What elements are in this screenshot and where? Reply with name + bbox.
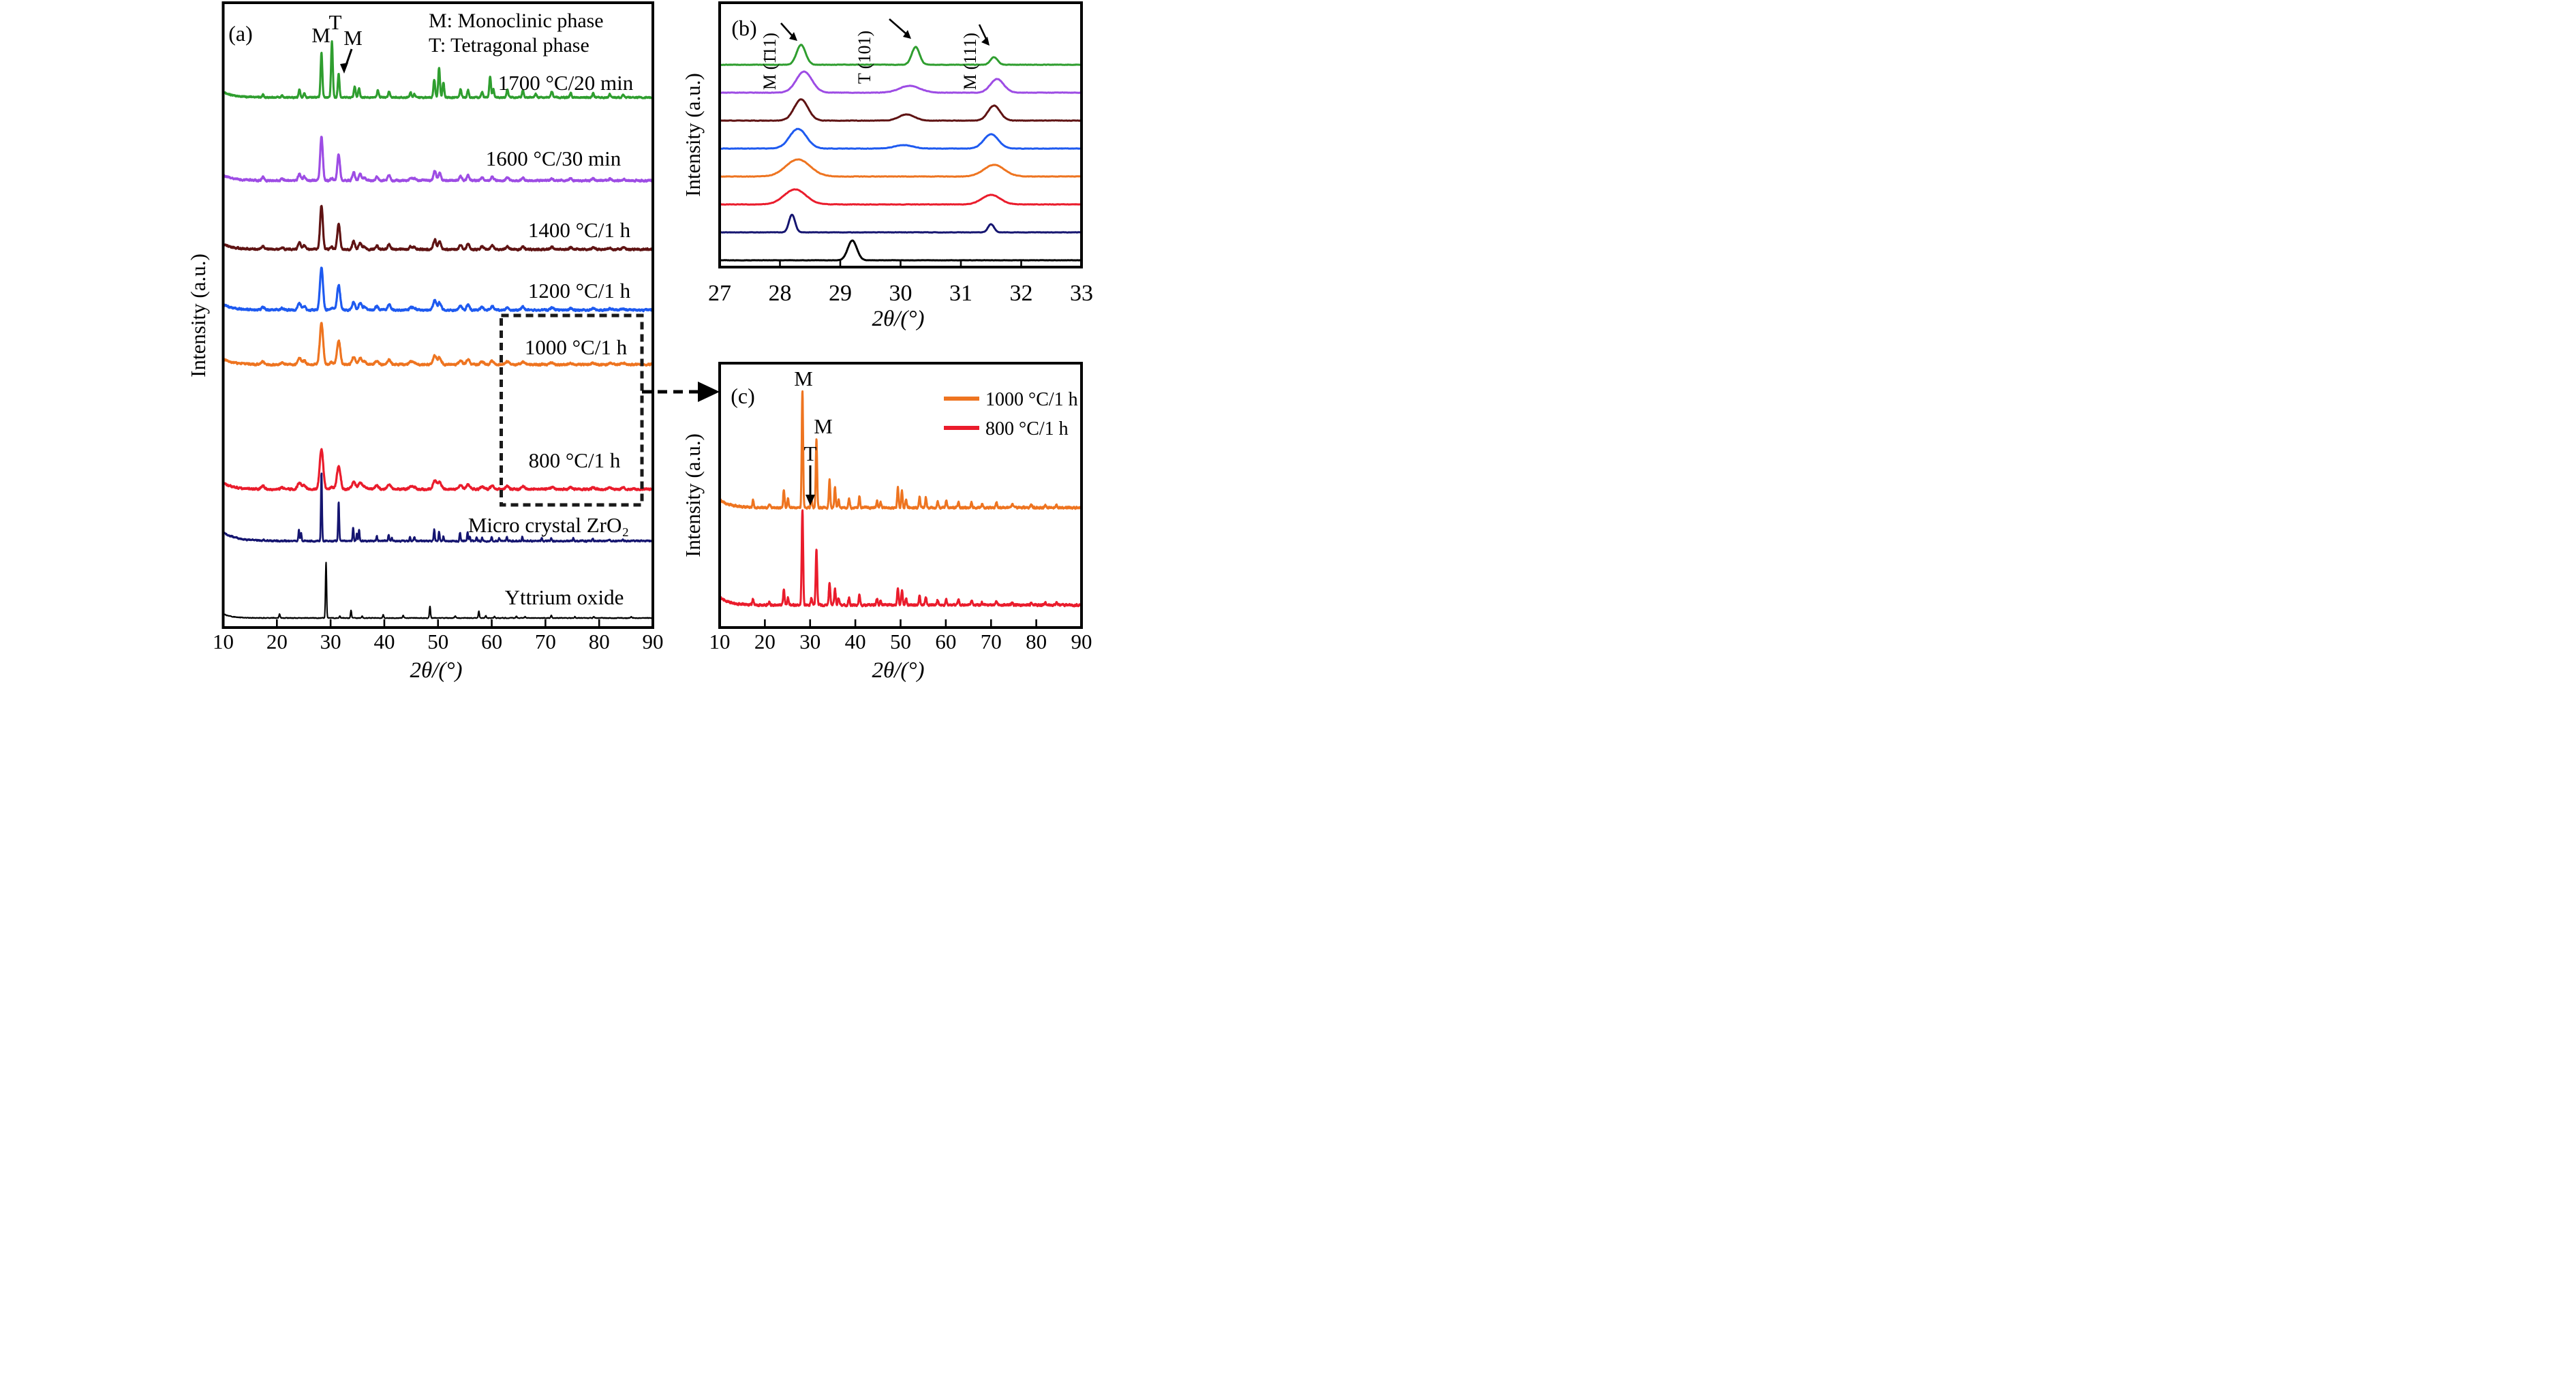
peak-mark-c-M2: M xyxy=(814,414,833,438)
tick-label-30: 30 xyxy=(889,281,913,306)
xrd-curve-1000C xyxy=(718,158,1083,178)
xrd-curve-1600C xyxy=(718,70,1083,94)
tick-label-50: 50 xyxy=(890,630,911,653)
tick-label-60: 60 xyxy=(481,630,502,653)
callout-connector-arrow xyxy=(642,382,720,402)
peak-label-M-1bar11: M (1̄11) xyxy=(760,33,780,90)
panel-c-xlabel: 2θ/(°) xyxy=(872,658,924,683)
curve-label-yttrium-oxide: Yttrium oxide xyxy=(505,585,624,609)
xrd-figure: 1700 °C/20 min 1600 °C/30 min 1400 °C/1 h 1… xyxy=(0,0,1288,688)
panel-a-ticks: 10 20 30 40 50 60 70 80 90 xyxy=(213,619,664,653)
panel-b: 27 28 29 30 31 32 33 (b) 2θ/(°) Intensity (a.u… xyxy=(681,1,1093,331)
xrd-curve-1200C xyxy=(718,127,1083,150)
curve-label-800C-1h: 800 °C/1 h xyxy=(529,448,621,472)
peak-mark-M1: M xyxy=(311,23,331,47)
xrd-curve-800C-1h xyxy=(718,509,1083,608)
tick-label-90: 90 xyxy=(1071,630,1092,653)
figure-canvas: 1700 °C/20 min 1600 °C/30 min 1400 °C/1 h 1… xyxy=(0,0,1288,688)
xrd-curve-micro-ZrO2 xyxy=(222,472,654,543)
tick-label-40: 40 xyxy=(373,630,395,653)
xrd-curve-yttrium-oxide xyxy=(718,239,1083,262)
panel-a-xlabel: 2θ/(°) xyxy=(410,658,462,683)
panel-b-ticks: 27 28 29 30 31 32 33 xyxy=(708,260,1093,306)
panel-c: 10 20 30 40 50 60 70 80 90 (c) 2θ/(°) Intensity … xyxy=(681,362,1092,683)
phase-note-monoclinic: M: Monoclinic phase xyxy=(429,10,604,32)
xrd-curve-800C xyxy=(718,188,1083,206)
curve-label-1000C-1h: 1000 °C/1 h xyxy=(525,335,628,359)
curve-label-1200C-1h: 1200 °C/1 h xyxy=(528,279,631,303)
peak-arrow-b1-shaft xyxy=(780,22,793,36)
peak-arrow-b1-head-icon xyxy=(789,32,797,41)
xrd-curve-1400C-1h xyxy=(221,204,654,252)
tick-label-31: 31 xyxy=(949,281,972,306)
curve-label-1700C-20min: 1700 °C/20 min xyxy=(498,71,634,95)
legend-label-1000C: 1000 °C/1 h xyxy=(985,389,1078,410)
peak-label-T-101: T (101) xyxy=(855,31,874,84)
peak-arrow-c-T-head-icon xyxy=(806,495,815,506)
peak-arrow-b3-head-icon xyxy=(981,37,990,46)
xrd-curve-1700C-20min xyxy=(221,40,654,99)
panel-c-legend: 1000 °C/1 h 800 °C/1 h xyxy=(944,389,1078,439)
panel-b-ylabel: Intensity (a.u.) xyxy=(681,73,705,197)
xrd-curve-yttrium-oxide xyxy=(222,561,654,619)
curve-label-1600C-30min: 1600 °C/30 min xyxy=(486,146,622,170)
tick-label-27: 27 xyxy=(708,281,731,306)
xrd-curve-1400C xyxy=(718,98,1083,122)
panel-c-tag: (c) xyxy=(731,384,755,408)
callout-dashed-box xyxy=(500,313,644,507)
curve-label-micro-ZrO2: Micro crystal ZrO₂ xyxy=(468,513,629,537)
tick-label-90: 90 xyxy=(643,630,664,653)
tick-label-80: 80 xyxy=(1026,630,1047,653)
tick-label-80: 80 xyxy=(589,630,610,653)
legend-label-800C: 800 °C/1 h xyxy=(985,418,1069,439)
tick-label-10: 10 xyxy=(213,630,234,653)
tick-label-30: 30 xyxy=(799,630,821,653)
panel-a-ylabel: Intensity (a.u.) xyxy=(186,253,210,377)
xrd-curve-1700C xyxy=(718,44,1083,66)
peak-mark-c-T: T xyxy=(804,442,817,465)
panel-a-curves: 1700 °C/20 min 1600 °C/30 min 1400 °C/1 h 1… xyxy=(221,40,654,619)
xrd-curve-1000C-1h xyxy=(718,390,1083,510)
tick-label-40: 40 xyxy=(845,630,866,653)
tick-label-70: 70 xyxy=(535,630,556,653)
peak-label-M-111: M (111) xyxy=(960,33,980,90)
peak-mark-T: T xyxy=(329,10,342,34)
tick-label-20: 20 xyxy=(754,630,776,653)
tick-label-32: 32 xyxy=(1010,281,1033,306)
tick-label-33: 33 xyxy=(1070,281,1093,306)
curve-label-1400C-1h: 1400 °C/1 h xyxy=(528,218,631,242)
peak-arrow-b3-shaft xyxy=(978,24,987,40)
panel-a: 1700 °C/20 min 1600 °C/30 min 1400 °C/1 h 1… xyxy=(186,1,664,683)
tick-label-70: 70 xyxy=(981,630,1002,653)
panel-b-tag: (b) xyxy=(731,16,756,40)
peak-arrow-M2-head-icon xyxy=(340,63,348,74)
xrd-curve-micro-ZrO2 xyxy=(718,213,1083,234)
peak-arrow-b2-shaft xyxy=(889,18,906,34)
panel-b-xlabel: 2θ/(°) xyxy=(872,307,924,331)
tick-label-60: 60 xyxy=(935,630,956,653)
tick-label-20: 20 xyxy=(266,630,288,653)
peak-mark-M2: M xyxy=(343,26,363,50)
peak-arrow-b2-head-icon xyxy=(903,30,911,39)
panel-c-ylabel: Intensity (a.u.) xyxy=(681,433,705,557)
panel-a-tag: (a) xyxy=(228,21,253,46)
panel-c-curves xyxy=(718,390,1083,608)
tick-label-30: 30 xyxy=(320,630,341,653)
phase-note-tetragonal: T: Tetragonal phase xyxy=(429,34,589,57)
xrd-curve-1200C-1h xyxy=(221,266,654,313)
peak-mark-c-M1: M xyxy=(794,367,813,390)
xrd-curve-800C-1h xyxy=(221,448,654,492)
tick-label-10: 10 xyxy=(709,630,731,653)
tick-label-29: 29 xyxy=(829,281,852,306)
tick-label-50: 50 xyxy=(427,630,448,653)
connector-arrow-head-icon xyxy=(698,382,720,402)
xrd-curve-1600C-30min xyxy=(221,136,654,183)
xrd-curve-1000C-1h xyxy=(221,322,654,367)
panel-c-ticks: 10 20 30 40 50 60 70 80 90 xyxy=(709,619,1092,653)
tick-label-28: 28 xyxy=(769,281,792,306)
